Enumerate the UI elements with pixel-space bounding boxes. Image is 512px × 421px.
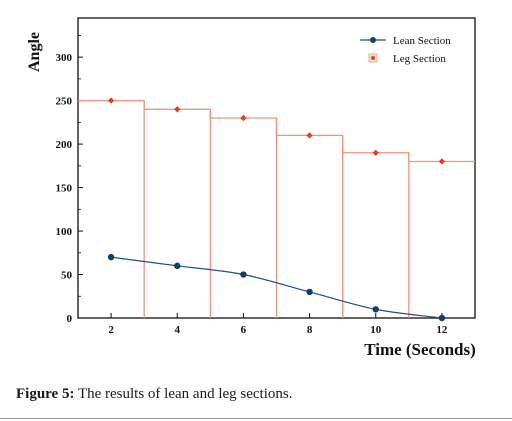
- y-tick-label: 50: [61, 270, 73, 282]
- divider: [0, 418, 512, 419]
- legend-leg-label: Leg Section: [393, 53, 446, 65]
- x-tick-label: 12: [436, 324, 448, 336]
- y-tick-label: 250: [56, 96, 73, 108]
- legend: Lean Section Leg Section: [360, 35, 451, 65]
- y-axis-label: Angle: [26, 32, 43, 72]
- y-tick-label: 0: [67, 313, 73, 325]
- x-axis-label: Time (Seconds): [364, 340, 476, 359]
- leg-section-point: [438, 158, 446, 165]
- lean-section-line: [111, 256, 442, 319]
- leg-section-point: [372, 149, 379, 156]
- lean-section-point: [438, 314, 446, 322]
- lean-section-point: [372, 306, 379, 313]
- x-tick-label: 2: [108, 324, 114, 336]
- x-tick-label: 10: [370, 324, 382, 336]
- lean-section-point: [306, 288, 313, 296]
- x-tick-label: 4: [175, 324, 181, 336]
- legend-leg-marker: [371, 56, 375, 60]
- legend-lean-label: Lean Section: [393, 35, 451, 47]
- y-tick-label: 300: [56, 52, 73, 64]
- x-tick-label: 6: [241, 324, 247, 336]
- lean-section-point: [240, 271, 247, 278]
- lean-section-point: [107, 253, 115, 261]
- leg-section-point: [306, 132, 313, 139]
- figure-caption-text: The results of lean and leg sections.: [74, 386, 293, 402]
- x-tick-label: 8: [307, 324, 313, 336]
- figure-caption-label: Figure 5:: [16, 386, 75, 402]
- lean-section-point: [174, 262, 181, 270]
- tick-labels: 0 50 100 150 200 250 300 2 4 6 8 10 12: [56, 52, 448, 336]
- y-tick-label: 200: [56, 139, 73, 151]
- y-tick-label: 100: [56, 226, 73, 238]
- y-tick-label: 150: [56, 183, 73, 195]
- leg-section-point: [240, 114, 247, 122]
- figure-caption: Figure 5: The results of lean and leg se…: [16, 386, 292, 403]
- leg-section-point: [174, 106, 181, 113]
- legend-lean-marker: [370, 37, 376, 43]
- leg-section-point: [107, 97, 115, 104]
- lean-section-series: [107, 253, 446, 322]
- leg-section-series: [78, 97, 475, 318]
